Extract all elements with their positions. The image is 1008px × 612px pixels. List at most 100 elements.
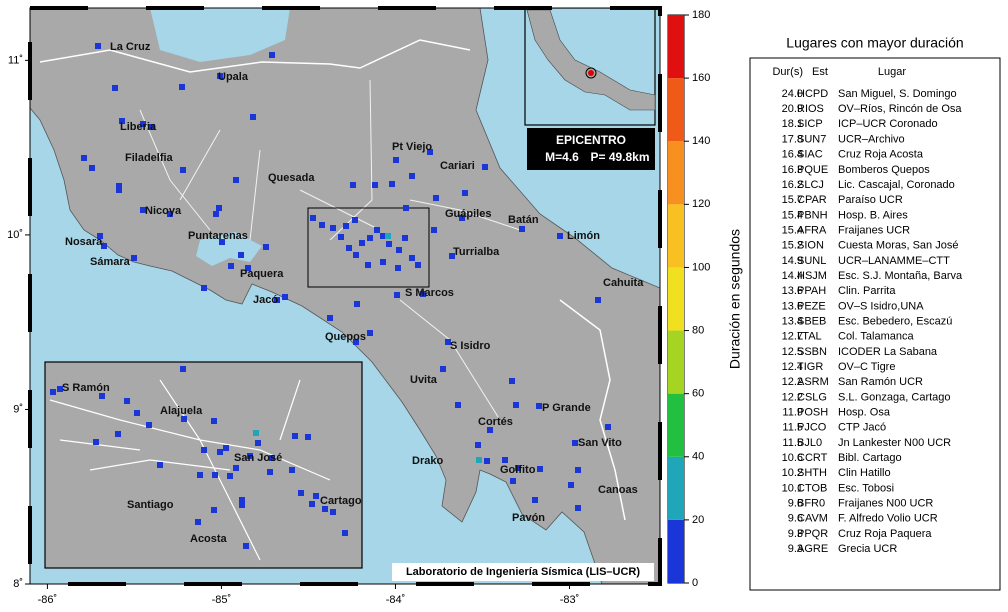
- frame: [29, 7, 661, 585]
- place-name: Esc. Tobosi: [838, 482, 894, 494]
- station: [243, 543, 249, 549]
- duration: 10.2: [782, 467, 803, 479]
- place-name: Lic. Cascajal, Coronado: [838, 179, 955, 191]
- station: [374, 227, 380, 233]
- station: [95, 43, 101, 49]
- inset-place-label: Cartago: [320, 495, 362, 507]
- place-label: Puntarenas: [188, 230, 248, 242]
- place-name: S.L. Gonzaga, Cartago: [838, 391, 951, 403]
- station: [342, 530, 348, 536]
- station: [519, 226, 525, 232]
- station: [217, 449, 223, 455]
- place-label: Uvita: [410, 374, 438, 386]
- station: [213, 211, 219, 217]
- land: [30, 8, 660, 584]
- station-code: PJCO: [797, 422, 827, 434]
- station-code: PEZE: [797, 300, 826, 312]
- place-label: San Vito: [578, 437, 622, 449]
- station: [352, 217, 358, 223]
- y-tick-label: 9˚: [13, 403, 23, 415]
- credit-box: [392, 563, 654, 581]
- station: [97, 233, 103, 239]
- colorbar-band: [668, 78, 684, 142]
- duration: 24.0: [782, 88, 803, 100]
- station-code: CAVM: [797, 513, 828, 525]
- lake: [150, 8, 290, 62]
- station: [403, 205, 409, 211]
- station: [409, 255, 415, 261]
- station: [212, 472, 218, 478]
- station: [245, 265, 251, 271]
- credit: Laboratorio de Ingeniería Sísmica (LIS–U…: [406, 566, 640, 578]
- station: [354, 301, 360, 307]
- station: [431, 227, 437, 233]
- station: [575, 505, 581, 511]
- station: [93, 439, 99, 445]
- x-tick-label: -85˚: [212, 594, 232, 606]
- place-name: Clin Hatillo: [838, 467, 891, 479]
- station: [298, 490, 304, 496]
- station: [239, 497, 245, 503]
- station: [305, 434, 311, 440]
- table-header: Dur(s): [772, 66, 803, 78]
- station: [116, 183, 122, 189]
- place-name: San Ramón UCR: [838, 376, 923, 388]
- place-name: Clin. Parrita: [838, 285, 896, 297]
- table-box: [749, 57, 1001, 591]
- place-name: San Miguel, S. Domingo: [838, 88, 957, 100]
- station: [81, 155, 87, 161]
- colorbar-tick-label: 80: [692, 324, 704, 336]
- station: [253, 430, 259, 436]
- station: [459, 215, 465, 221]
- station: [180, 167, 186, 173]
- station-code: RIOS: [797, 103, 824, 115]
- station: [605, 424, 611, 430]
- station: [263, 244, 269, 250]
- station-code: TIGR: [797, 361, 823, 373]
- gulf: [196, 232, 262, 266]
- duration: 12.5: [782, 346, 803, 358]
- station: [353, 252, 359, 258]
- station: [201, 285, 207, 291]
- duration: 10.1: [782, 482, 803, 494]
- colorbar-band: [668, 519, 684, 583]
- place-name: Cuesta Moras, San José: [838, 240, 958, 252]
- x-tick-label: -84˚: [386, 594, 406, 606]
- station: [195, 519, 201, 525]
- inset-place-label: Acosta: [190, 533, 228, 545]
- station: [536, 403, 542, 409]
- place-label: Guápiles: [445, 208, 491, 220]
- station: [167, 211, 173, 217]
- zoom-box: [307, 207, 430, 288]
- colorbar-tick-label: 140: [692, 135, 710, 147]
- table-title: Lugares con mayor duración: [786, 35, 963, 51]
- duration: 11.9: [782, 406, 803, 418]
- colorbar-tick-label: 180: [692, 9, 710, 21]
- station: [157, 462, 163, 468]
- place-name: Hosp. B. Aires: [838, 209, 908, 221]
- colorbar-band: [668, 204, 684, 268]
- station: [353, 339, 359, 345]
- station: [247, 453, 253, 459]
- place-label: Quesada: [268, 172, 315, 184]
- station: [365, 262, 371, 268]
- place-label: Pt Viejo: [392, 141, 432, 153]
- epicenter-title: EPICENTRO: [556, 133, 626, 147]
- station: [476, 457, 482, 463]
- station: [282, 294, 288, 300]
- place-name: Jn Lankester N00 UCR: [838, 437, 951, 449]
- station: [115, 431, 121, 437]
- place-name: Bibl. Cartago: [838, 452, 902, 464]
- station: [211, 418, 217, 424]
- duration: 15.4: [782, 209, 803, 221]
- station-code: SSBN: [797, 346, 827, 358]
- station: [310, 215, 316, 221]
- station: [250, 114, 256, 120]
- station-code: SUN7: [797, 133, 826, 145]
- place-name: Cruz Roja Acosta: [838, 149, 924, 161]
- station: [50, 389, 56, 395]
- duration: 9.6: [788, 497, 803, 509]
- place-label: Golfito: [500, 464, 536, 476]
- duration: 18.1: [782, 118, 803, 130]
